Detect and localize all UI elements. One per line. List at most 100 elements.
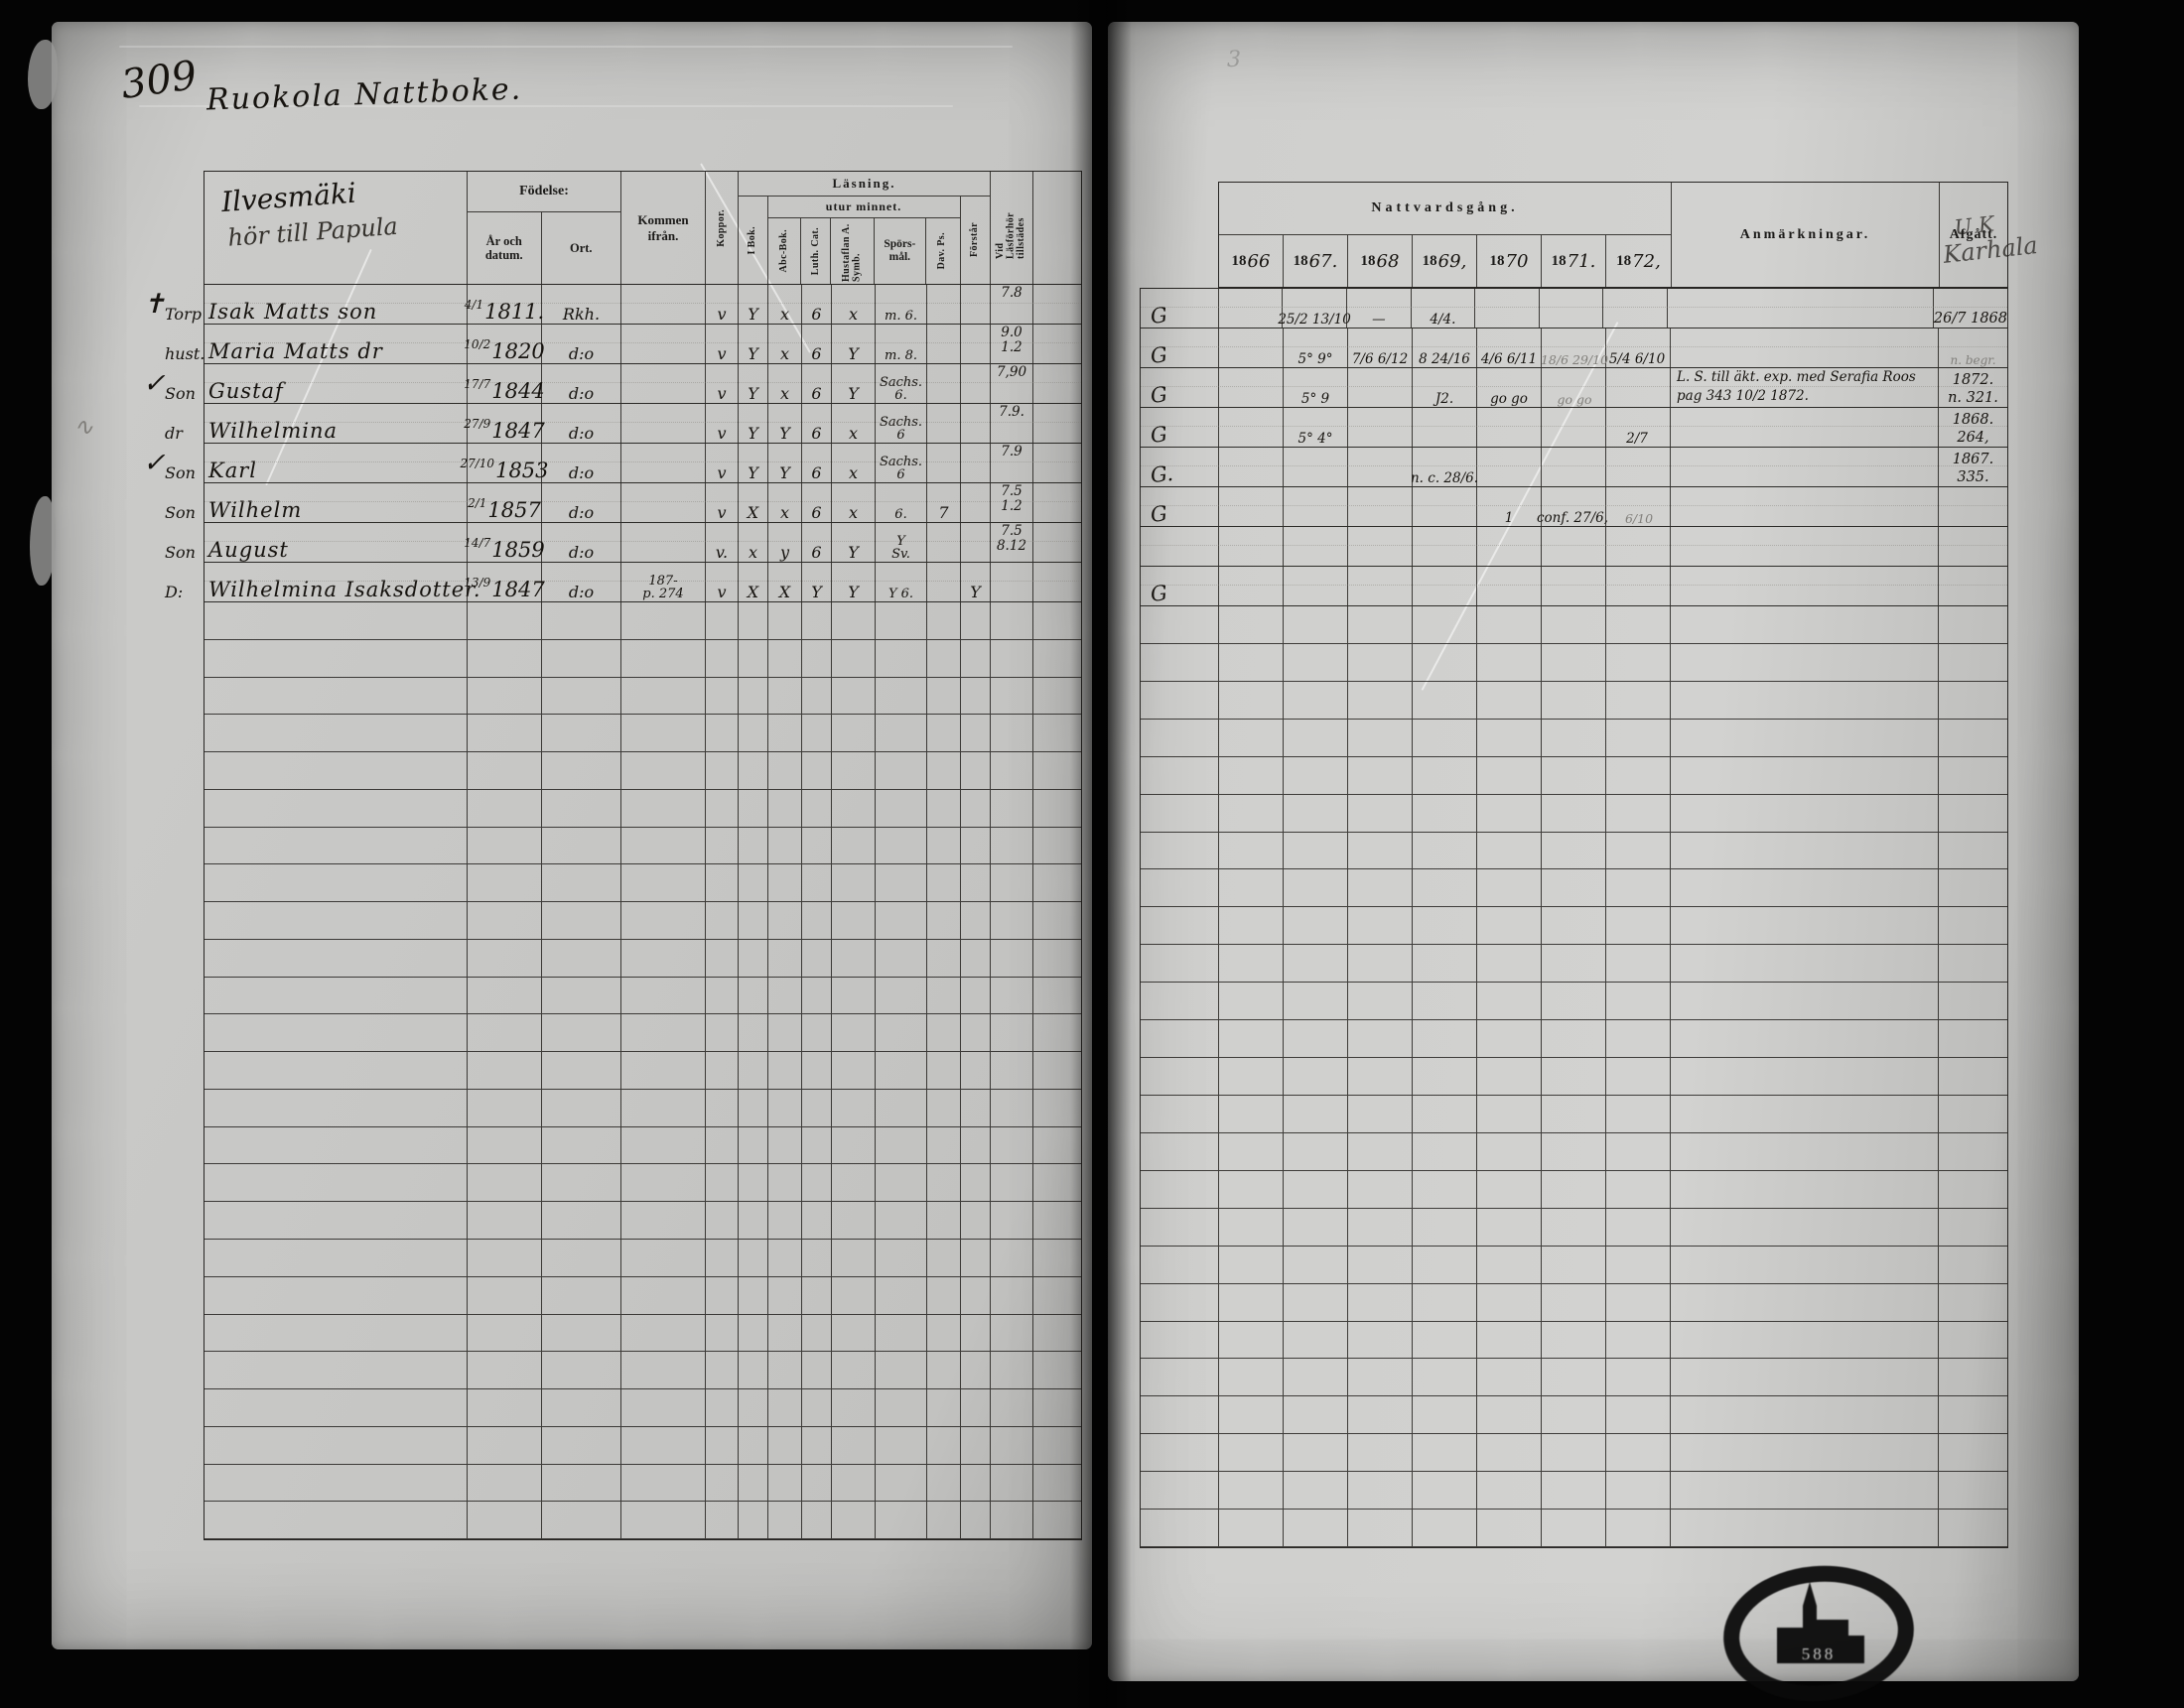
cell-came-from (621, 444, 706, 482)
cell-luther-catechism: 6 (802, 285, 832, 324)
header-in-book: I Bok. (739, 197, 768, 284)
cell-abc-book: X (768, 563, 802, 601)
cell-luther-catechism: 6 (802, 325, 832, 363)
empty-ruled-row (1141, 606, 2007, 644)
birth-year: 1853 (495, 459, 549, 482)
table-row: ✝ Torp Isak Matts son 4/1 1811. Rkh. v Y (143, 285, 1081, 325)
cell-year-1868 (1348, 487, 1413, 526)
relation-prefix: Son (165, 503, 196, 522)
cell-house-table: Y (832, 325, 876, 363)
header-edge-column (1033, 172, 1081, 284)
cell-davids-psalms (927, 364, 961, 403)
header-reading-body: I Bok. utur minnet. Abc-Bok. Luth. Cat. … (739, 197, 990, 284)
cell-edge (1033, 483, 1081, 522)
cell-year-1867 (1284, 567, 1348, 605)
cell-attended-examination: 7.9 (991, 444, 1033, 482)
table-row: D: Wilhelmina Isaksdotter. 13/9 1847 d:o… (165, 563, 1081, 602)
cell-edge (1033, 364, 1081, 403)
cell-understands (961, 325, 991, 363)
cell-came-from (621, 285, 706, 324)
cell-birth-place: d:o (542, 404, 621, 443)
empty-ruled-row (1141, 1396, 2007, 1435)
film-tear (28, 40, 58, 109)
header-reading-group: Läsning. I Bok. utur minnet. Abc-Bok. Lu… (739, 172, 991, 284)
cell-year-1867: 5° 9 (1284, 368, 1348, 407)
cell-luther-catechism: 6 (802, 523, 832, 562)
cell-edge (1033, 404, 1081, 443)
cell-came-from (621, 364, 706, 403)
cell-birth-date: 10/2 1820 (464, 325, 545, 363)
cell-attended-examination: 7.9. (991, 404, 1033, 443)
table-row: G 25/2 13/10 — 4/4. 26/7 1868 (1141, 289, 2007, 328)
empty-ruled-row (205, 752, 1081, 790)
cell-remarks (1668, 289, 1934, 328)
header-remarks: Anmärkningar. (1672, 183, 1940, 287)
cell-name: D: Wilhelmina Isaksdotter. (165, 563, 480, 601)
header-from-memory-body: Abc-Bok. Luth. Cat. Hustaflan A. Symb. S… (768, 218, 960, 284)
cell-year-1872: 6/10 (1606, 487, 1671, 526)
header-year-1869: 18 69, (1413, 235, 1477, 287)
village-name: Ilvesmäki (219, 176, 357, 219)
table-row: G 5° 9 J2. go go go go L. S. till äkt. e… (1141, 368, 2007, 408)
table-row: ✓ Son Gustaf 17/7 1844 d:o v Y (143, 364, 1081, 404)
cell-year-1868 (1348, 527, 1413, 566)
empty-ruled-row (205, 977, 1081, 1015)
communion-table-body: G 25/2 13/10 — 4/4. 26/7 1868 (1141, 289, 2007, 1548)
table-row: G 1 conf. 27/6, 6/10 (1141, 487, 2007, 527)
empty-ruled-row (205, 1314, 1081, 1353)
cell-communion-mark: G (1141, 368, 1219, 408)
cell-house-table: x (832, 285, 876, 324)
paper-texture-line (119, 46, 1013, 48)
empty-ruled-row (205, 1276, 1081, 1315)
cell-attended-examination: 7.5 8.12 (991, 523, 1033, 562)
cell-communion-mark: G. (1141, 448, 1219, 487)
cell-year-1869 (1413, 487, 1477, 526)
cell-communion-mark: G (1141, 487, 1219, 527)
cell-questions: Y 6. (876, 563, 927, 601)
empty-ruled-row (1141, 869, 2007, 908)
cell-house-table: Y (832, 563, 876, 601)
cell-year-1867 (1284, 487, 1348, 526)
cell-came-from (621, 325, 706, 363)
header-departed: Afgått. (1949, 226, 1998, 242)
cell-year-1872 (1603, 289, 1668, 328)
cell-year-1867 (1284, 448, 1348, 486)
cell-year-1872: 2/7 (1606, 408, 1671, 447)
cell-understands (961, 444, 991, 482)
cell-abc-book: x (768, 285, 802, 324)
empty-ruled-row (205, 1240, 1081, 1277)
cell-edge (1033, 563, 1081, 601)
cell-departed: 1868. 264, (1952, 411, 1994, 446)
cell-remarks (1671, 328, 1939, 367)
cell-year-1870 (1475, 289, 1540, 328)
table-row: Son August 14/7 1859 d:o v. x y 6 Y (165, 523, 1081, 563)
header-from-memory-group: utur minnet. Abc-Bok. Luth. Cat. Hustafl… (767, 197, 961, 284)
cell-year-1867: 5° 4° (1284, 408, 1348, 447)
birth-day-month: 13/9 (464, 576, 491, 590)
person-name: Wilhelmina Isaksdotter. (208, 578, 481, 601)
cell-in-book: Y (739, 404, 768, 443)
person-name: Wilhelm (208, 498, 303, 522)
cell-name: Son August (165, 523, 468, 562)
cell-questions: Sachs. 6. (876, 364, 927, 403)
empty-ruled-row (1141, 1434, 2007, 1473)
empty-ruled-row (1141, 983, 2007, 1021)
relation-prefix: Son (165, 543, 196, 562)
cell-understands (961, 483, 991, 522)
birth-day-month: 27/10 (460, 457, 495, 470)
cell-attended-examination: 9.0 1.2 (991, 325, 1033, 363)
cell-name: ✓ Son Gustaf (143, 364, 468, 403)
cell-abc-book: y (768, 523, 802, 562)
cell-in-book: Y (739, 285, 768, 324)
cell-understands (961, 285, 991, 324)
cell-in-book: Y (739, 364, 768, 403)
empty-ruled-row (1141, 1283, 2007, 1322)
cell-name: ∿ dr Wilhelmina (73, 404, 468, 443)
header-understands: Förstår (969, 222, 980, 258)
cell-questions: m. 8. (876, 325, 927, 363)
cell-birth-date: 4/1 1811. (465, 285, 544, 324)
village-subtitle: hör till Papula (226, 211, 399, 252)
empty-ruled-row (205, 1164, 1081, 1203)
header-year-1866: 18 66 (1219, 235, 1284, 287)
header-davids-psalms: Dav. Ps. (936, 232, 948, 270)
